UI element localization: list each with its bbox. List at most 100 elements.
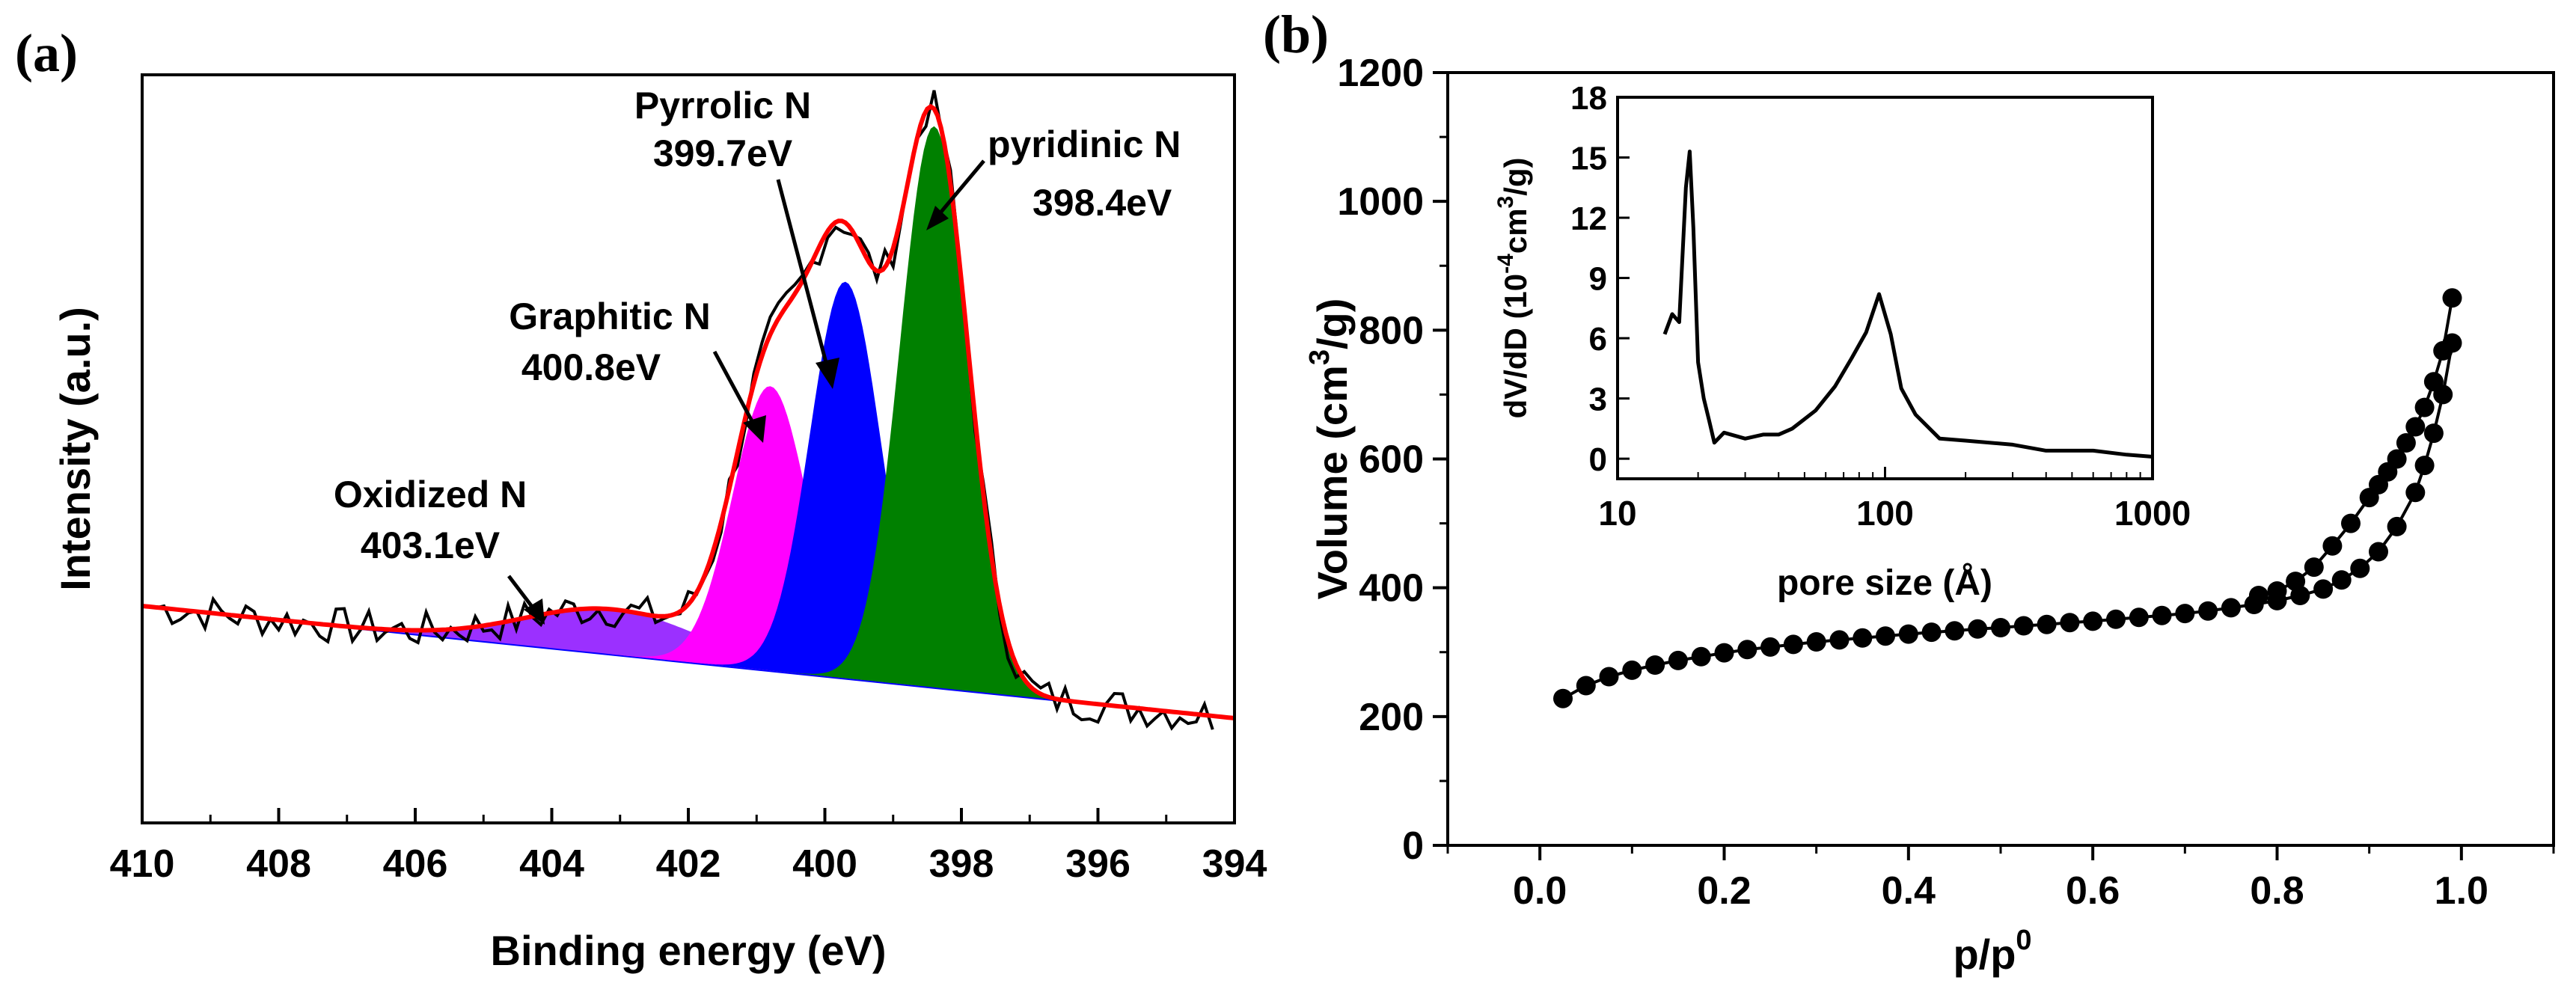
y-tick-label-b: 0 (1402, 824, 1424, 868)
inset-y-tick-label: 18 (1570, 80, 1607, 117)
panel-label-b: (b) (1263, 4, 1329, 64)
label-pyrrolic-ev: 399.7eV (653, 132, 793, 174)
label-graphitic-ev: 400.8eV (521, 346, 661, 388)
inset-x-axis-title: pore size (Å) (1777, 563, 1992, 603)
point-desorption (2433, 340, 2453, 361)
label-graphitic-n: Graphitic N (509, 296, 710, 337)
inset-x-tick-label: 100 (1856, 494, 1914, 533)
panel-label-a: (a) (15, 23, 78, 83)
component-graphitic-n (142, 386, 1235, 718)
inset-y-tick-label: 0 (1589, 441, 1607, 478)
inset-y-tick-label: 3 (1589, 382, 1607, 418)
point-adsorption (1553, 688, 1573, 708)
point-adsorption (2405, 483, 2426, 503)
x-ticks-a: 410 408 406 404 402 400 398 396 394 (110, 808, 1267, 886)
y-ticks-b: 0 200 400 600 800 1000 1200 (1337, 52, 1448, 868)
point-adsorption (1968, 619, 1988, 639)
point-adsorption (2106, 609, 2126, 629)
arrowhead-pyridinic (926, 206, 949, 230)
point-adsorption (1714, 643, 1734, 663)
inset-x-tick-label: 1000 (2114, 494, 2191, 533)
inset-x-tick-label: 10 (1598, 494, 1636, 533)
x-tick-label-a: 400 (792, 842, 857, 886)
point-adsorption (1829, 630, 1850, 650)
y-tick-label-b: 1200 (1337, 52, 1424, 95)
point-adsorption (2129, 607, 2149, 628)
point-adsorption (1645, 655, 1665, 675)
point-desorption (2341, 513, 2361, 533)
point-desorption (2414, 397, 2435, 417)
inset-frame (1616, 96, 2154, 480)
point-adsorption (1737, 640, 1757, 660)
point-adsorption (2152, 605, 2172, 625)
point-adsorption (1921, 622, 1942, 643)
point-adsorption (2387, 516, 2407, 536)
point-adsorption (2331, 570, 2352, 590)
y-axis-title-b-base: Volume (cm (1309, 365, 1356, 599)
inset-distribution-line (1662, 150, 2153, 459)
arrow-pyridinic (932, 159, 985, 222)
x-tick-label-a: 408 (246, 842, 311, 886)
y-tick-label-b: 200 (1359, 696, 1424, 739)
x-axis-title-b: p/p0 (1953, 925, 2031, 978)
inset-y-tick-label: 15 (1570, 141, 1607, 177)
arrow-pyrrolic (776, 179, 831, 375)
envelope-line (141, 103, 1235, 720)
point-adsorption (1668, 650, 1688, 670)
point-desorption (2248, 586, 2268, 605)
component-pyridinic-n (142, 126, 1235, 719)
point-adsorption (1898, 624, 1918, 644)
point-adsorption (2423, 423, 2444, 444)
point-adsorption (2221, 598, 2241, 618)
y-tick-label-b: 1000 (1337, 180, 1424, 224)
x-tick-label-a: 402 (656, 842, 721, 886)
x-tick-label-a: 410 (110, 842, 175, 886)
point-adsorption (2313, 579, 2334, 599)
point-desorption (2322, 536, 2343, 556)
point-adsorption (2013, 616, 2034, 636)
inset-pore-size-chart: 10 100 1000 0 3 6 9 12 15 18 pore size (Å) dV/dD… (1493, 80, 2191, 603)
point-desorption (2359, 488, 2379, 508)
inset-y-title-sup2: 3 (1493, 196, 1518, 209)
point-desorption (2286, 572, 2306, 592)
inset-y-title-mid: cm (1498, 208, 1533, 254)
point-adsorption (2350, 558, 2370, 578)
y-axis-title-b-sup: 3 (1304, 349, 1336, 365)
point-desorption (2405, 417, 2426, 437)
arrowhead-pyrrolic (816, 358, 839, 389)
annotation-oxidized: Oxidized N 403.1eV (334, 474, 545, 625)
inset-y-axis-title: dV/dD (10-4cm3/g) (1493, 157, 1533, 418)
point-adsorption (1691, 646, 1711, 667)
point-adsorption (1876, 626, 1895, 646)
x-ticks-b: 0.0 0.2 0.4 0.6 0.8 1.0 (1446, 845, 2555, 913)
y-axis-title-b: Volume (cm3/g) (1304, 298, 1356, 600)
point-adsorption (2175, 604, 2195, 624)
annotation-pyridinic: pyridinic N 398.4eV (926, 123, 1181, 230)
x-tick-label-a: 404 (519, 842, 584, 886)
isotherm-points (1553, 288, 2462, 708)
point-desorption (2442, 288, 2462, 308)
point-adsorption (1991, 618, 2010, 637)
inset-y-tick-label: 9 (1589, 261, 1607, 298)
y-axis-title-b-suffix: /g) (1309, 298, 1356, 349)
y-tick-label-b: 800 (1359, 309, 1424, 352)
x-tick-label-a: 398 (929, 842, 994, 886)
point-adsorption (1760, 637, 1781, 657)
x-tick-label-b: 0.4 (1882, 869, 1936, 913)
x-tick-label-b: 0.2 (1697, 869, 1751, 913)
x-axis-title-b-base: p/p (1953, 931, 2016, 978)
point-adsorption (2369, 542, 2388, 562)
label-pyridinic-ev: 398.4eV (1032, 182, 1172, 224)
series-line-desorption (2258, 297, 2454, 597)
inset-y-title-suffix: /g) (1498, 157, 1533, 195)
inset-y-ticks: 0 3 6 9 12 15 18 (1570, 80, 1630, 478)
inset-x-ticks: 10 100 1000 (1598, 467, 2191, 533)
label-oxidized-ev: 403.1eV (361, 524, 501, 566)
point-adsorption (1806, 632, 1826, 652)
point-adsorption (1945, 621, 1965, 641)
arrowhead-oxidized (524, 598, 545, 625)
x-tick-label-b: 0.0 (1513, 869, 1567, 913)
point-adsorption (1599, 667, 1619, 687)
arrowhead-graphitic (743, 415, 766, 443)
